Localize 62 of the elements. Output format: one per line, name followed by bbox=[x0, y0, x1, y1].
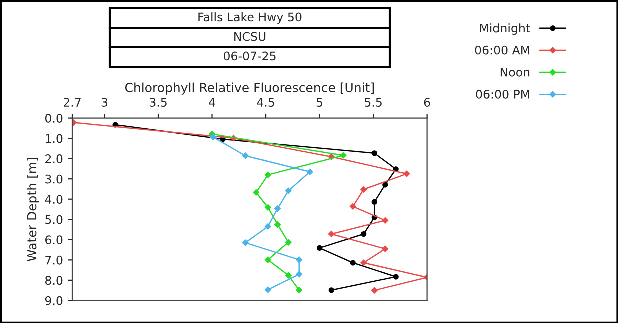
point bbox=[360, 186, 368, 194]
point bbox=[264, 204, 272, 212]
chart-title: Falls Lake Hwy 50 bbox=[198, 12, 302, 24]
point bbox=[382, 182, 388, 188]
text: 06-07-25 bbox=[224, 52, 276, 61]
point bbox=[350, 203, 357, 210]
point bbox=[340, 152, 347, 160]
point bbox=[274, 221, 282, 228]
point bbox=[264, 286, 272, 294]
point bbox=[285, 272, 292, 280]
point bbox=[252, 189, 260, 196]
x-tick-label: 3.5 bbox=[150, 98, 167, 107]
point bbox=[317, 245, 323, 251]
point bbox=[360, 260, 368, 266]
y-tick-label: 1.0 bbox=[46, 134, 63, 144]
y-tick-label: 2.0 bbox=[46, 154, 63, 164]
point bbox=[285, 239, 292, 246]
point bbox=[296, 256, 303, 264]
point bbox=[242, 240, 250, 246]
y-tick-label: 3.0 bbox=[46, 174, 63, 184]
point bbox=[361, 231, 367, 238]
x-tick-label: 3 bbox=[102, 98, 108, 107]
point bbox=[350, 260, 356, 266]
legend-label: 06:00 PM bbox=[476, 90, 530, 99]
y-tick-label: 4.0 bbox=[45, 195, 63, 204]
x-tick-label: 4 bbox=[209, 98, 216, 107]
point bbox=[296, 286, 303, 294]
y-tick-label: 6.0 bbox=[46, 236, 63, 245]
y-tick-label: 7.0 bbox=[46, 256, 63, 265]
point bbox=[393, 274, 399, 280]
point bbox=[372, 199, 378, 205]
point bbox=[382, 217, 389, 224]
point bbox=[328, 230, 336, 238]
point bbox=[328, 288, 334, 294]
point bbox=[403, 170, 410, 178]
point bbox=[371, 287, 378, 294]
point bbox=[274, 205, 282, 212]
y-tick-label: 8.0 bbox=[46, 276, 63, 286]
x-tick-label: 4.5 bbox=[257, 98, 274, 107]
y-tick-label: 9.0 bbox=[45, 296, 63, 306]
point bbox=[382, 246, 389, 252]
legend-label: Midnight bbox=[480, 24, 530, 36]
y-tick-label: 0.0 bbox=[45, 114, 63, 123]
x-tick-label: 6 bbox=[424, 98, 430, 107]
point bbox=[264, 256, 272, 264]
point bbox=[372, 150, 378, 156]
x-tick-label: 5.5 bbox=[365, 98, 382, 107]
point bbox=[264, 172, 272, 178]
point bbox=[242, 152, 250, 160]
legend-label: Noon bbox=[500, 68, 530, 77]
y-axis-title: Water Depth [m] bbox=[27, 158, 40, 262]
x-tick-label: 5 bbox=[316, 98, 323, 107]
legend-label: 06:00 AM bbox=[475, 46, 530, 55]
x-tick-label: 2.7 bbox=[64, 98, 81, 107]
y-tick-label: 5.0 bbox=[46, 215, 63, 224]
x-axis-title: Chlorophyll Relative Fluorescence [Unit] bbox=[125, 82, 374, 95]
chart-subtitle: NCSU bbox=[234, 32, 266, 42]
point bbox=[306, 168, 314, 176]
point bbox=[285, 188, 292, 194]
point bbox=[264, 223, 272, 230]
point bbox=[296, 271, 303, 278]
point bbox=[210, 134, 217, 141]
